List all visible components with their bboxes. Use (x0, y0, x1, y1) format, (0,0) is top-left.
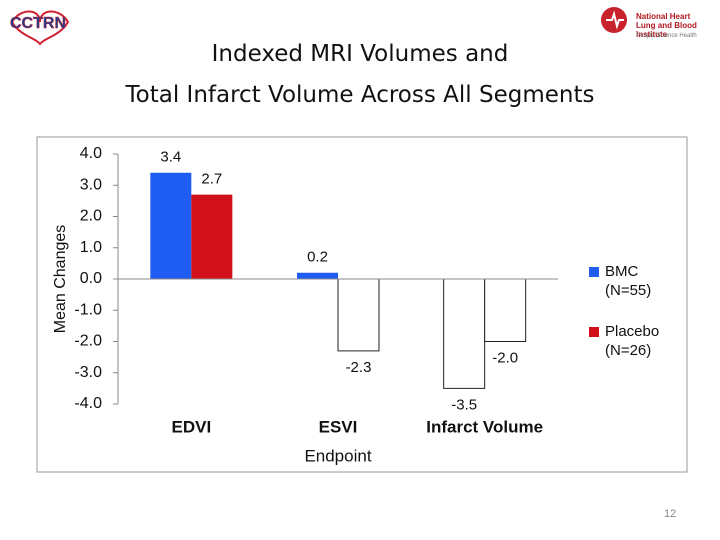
slide-title: Indexed MRI Volumes and Total Infarct Vo… (125, 41, 595, 108)
y-tick-label: 3.0 (80, 176, 102, 193)
data-label: -2.0 (492, 349, 518, 366)
page-number: 12 (664, 508, 677, 520)
bar (297, 272, 338, 279)
y-tick-label: -4.0 (74, 395, 102, 412)
data-label: 3.4 (160, 149, 181, 166)
legend: BMC (N=55) Placebo (N=26) (589, 262, 679, 382)
bar (484, 278, 527, 342)
y-axis-label: Mean Changes (52, 225, 69, 334)
x-axis-label: Endpoint (304, 446, 371, 465)
logo-tagline: People Science Health (636, 33, 697, 39)
bar (443, 278, 486, 389)
y-tick-label: -1.0 (74, 301, 102, 318)
logo-icon (601, 7, 627, 33)
bar (191, 194, 233, 279)
x-tick-label: Infarct Volume (426, 417, 543, 436)
legend-item: Placebo (N=26) (589, 322, 679, 360)
legend-swatch (589, 327, 599, 337)
y-tick-label: -2.0 (74, 333, 102, 350)
y-tick-label: 4.0 (80, 145, 102, 162)
y-tick-label: 2.0 (80, 208, 102, 225)
logo-pulse (606, 10, 624, 30)
bar (337, 278, 380, 352)
data-label: -3.5 (451, 396, 477, 413)
legend-label: Placebo (N=26) (605, 323, 660, 359)
x-tick-label: ESVI (319, 417, 358, 436)
legend-label: BMC (N=55) (605, 263, 652, 299)
y-tick-label: -3.0 (74, 364, 102, 381)
legend-item: BMC (N=55) (589, 262, 679, 300)
data-label: 2.7 (201, 171, 222, 188)
data-label: 0.2 (307, 249, 328, 266)
logo-heart (10, 10, 70, 46)
y-tick-label: 0.0 (80, 270, 102, 287)
logo-left: CCTRN (10, 15, 66, 32)
bar (150, 172, 192, 279)
data-label: -2.3 (346, 359, 372, 376)
x-tick-label: EDVI (171, 417, 211, 436)
legend-swatch (589, 267, 599, 277)
logo-right: National Heart Lung and Blood Institute (636, 12, 697, 39)
y-tick-label: 1.0 (80, 239, 102, 256)
